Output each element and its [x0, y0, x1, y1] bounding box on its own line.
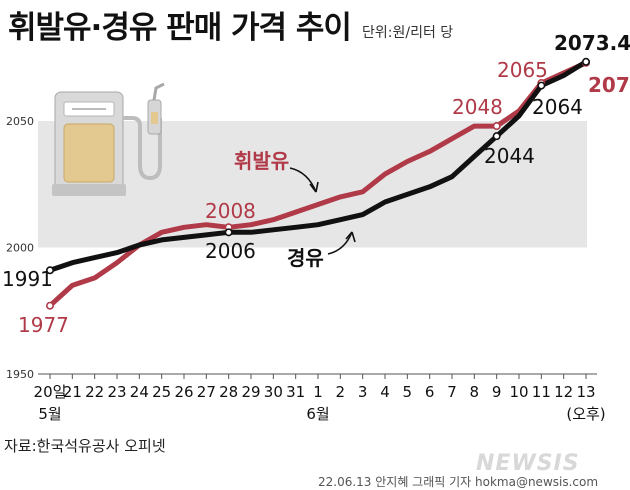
data-point-diesel: [537, 81, 546, 90]
x-tick-label: 5: [403, 383, 413, 401]
gasoline-label-11: 2065: [497, 58, 548, 82]
data-point-diesel: [492, 132, 501, 141]
diesel-arrowhead: [345, 231, 356, 243]
chart-title: 휘발유·경유 판매 가격 추이: [8, 10, 351, 46]
x-tick-label: 3: [358, 383, 368, 401]
gasoline-value-labels: 1977 2008 2048 2065 2073: [18, 58, 630, 337]
x-tick-label: 31: [286, 383, 305, 401]
data-point-gasoline: [492, 122, 501, 131]
x-tick-label: 2: [336, 383, 346, 401]
source-label: 자료:한국석유공사 오피넷: [4, 437, 166, 455]
x-tick-label: 27: [197, 383, 216, 401]
diesel-label-11: 2064: [532, 95, 583, 119]
y-tick-label: 2050: [6, 115, 34, 128]
x-tick-label: 4: [380, 383, 390, 401]
x-tick-label: 26: [174, 383, 193, 401]
x-tick-label: 30: [264, 383, 283, 401]
unit-label: 단위:원/리터 당: [362, 25, 453, 41]
data-point-diesel: [45, 266, 54, 275]
x-tick-label: 25: [152, 383, 171, 401]
y-tick-label: 1950: [6, 368, 34, 381]
fuel-pump-icon: [52, 82, 165, 196]
x-tick-label: 7: [447, 383, 457, 401]
series-markers: [45, 57, 590, 310]
x-tick-label: 1: [313, 383, 323, 401]
gasoline-arrowhead: [309, 181, 319, 193]
gasoline-label-9: 2048: [452, 95, 503, 119]
watermark: NEWSIS: [476, 451, 580, 476]
x-tick-label: 21: [63, 383, 82, 401]
x-tick-label: 12: [554, 383, 573, 401]
x-tick-label: 13: [576, 383, 595, 401]
x-tick-label: 10: [509, 383, 528, 401]
x-tick-label: 8: [470, 383, 480, 401]
x-note-label: (오후): [566, 405, 605, 423]
data-point-gasoline: [45, 301, 54, 310]
series-label-gasoline: 휘발유: [234, 149, 289, 173]
diesel-label-start: 1991: [2, 267, 53, 291]
x-tick-label: 9: [492, 383, 502, 401]
x-tick-label: 29: [241, 383, 260, 401]
x-tick-label: 24: [130, 383, 149, 401]
y-tick-label: 2000: [6, 242, 34, 255]
diesel-arrow: [327, 231, 353, 255]
gasoline-label-end: 2073: [588, 73, 630, 97]
data-point-diesel: [224, 228, 233, 237]
credit-label: 22.06.13 안지혜 그래픽 기자 hokma@newsis.com: [318, 475, 598, 489]
month-label: 5월: [38, 405, 61, 423]
x-tick-label: 22: [85, 383, 104, 401]
x-tick-label: 11: [532, 383, 551, 401]
diesel-label-end: 2073.4: [554, 31, 630, 55]
gasoline-label-28: 2008: [205, 199, 256, 223]
series-label-diesel: 경유: [287, 246, 324, 270]
data-point-diesel: [581, 57, 590, 66]
diesel-label-28: 2006: [205, 239, 256, 263]
diesel-label-9: 2044: [484, 144, 535, 168]
month-label: 6월: [306, 405, 329, 423]
x-tick-label: 23: [107, 383, 126, 401]
gasoline-label-start: 1977: [18, 313, 69, 337]
x-tick-label: 6: [425, 383, 435, 401]
x-tick-label: 28: [219, 383, 238, 401]
diesel-value-labels: 1991 2006 2044 2064 2073.4: [2, 31, 630, 291]
y-axis: 1950 2000 2050: [6, 115, 34, 381]
x-tick-label: 20일: [34, 383, 67, 401]
